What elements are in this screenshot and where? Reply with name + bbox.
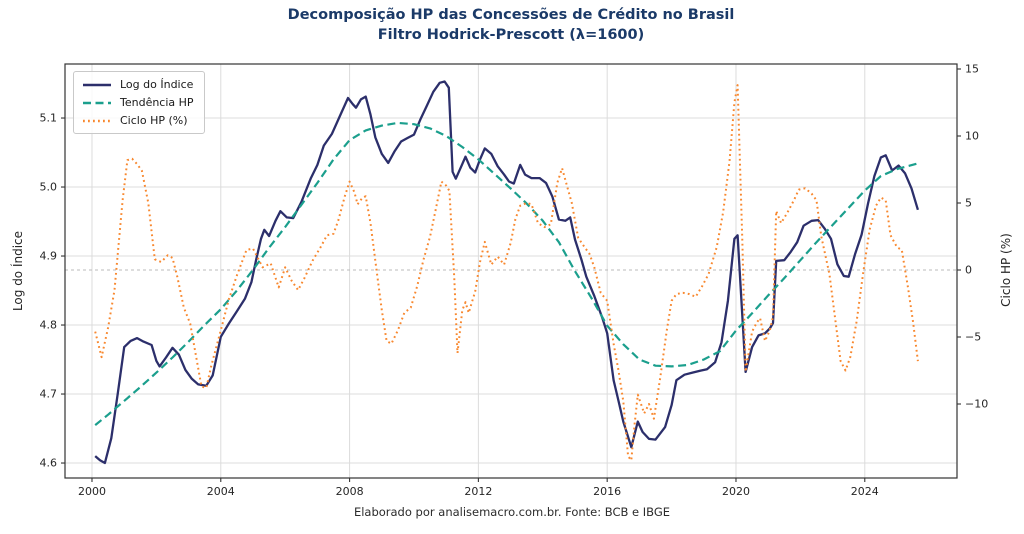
y-tick-label-right: 10 <box>965 129 979 142</box>
hp-trend-line <box>94 121 920 426</box>
y-axis-label-left: Log do Índice <box>11 230 25 312</box>
hp-cycle-line-swatch <box>83 119 111 122</box>
legend-item-hp-trend: Tendência HP <box>82 95 194 110</box>
hp-trend-line-swatch <box>83 101 111 104</box>
x-tick-label: 2004 <box>207 485 235 498</box>
y-tick-label-right: −10 <box>965 398 988 411</box>
log-index-line <box>94 80 920 465</box>
y-tick-label-left: 4.8 <box>40 319 58 332</box>
x-tick-label: 2000 <box>78 485 106 498</box>
legend-item-hp-cycle: Ciclo HP (%) <box>82 113 194 128</box>
y-tick-label-left: 4.6 <box>40 457 58 470</box>
chart-title: Decomposição HP das Concessões de Crédit… <box>0 6 1022 45</box>
y-tick-label-right: −5 <box>965 331 981 344</box>
x-tick-label: 2008 <box>336 485 364 498</box>
chart-title-line1: Decomposição HP das Concessões de Crédit… <box>287 7 735 23</box>
legend-label-hp-cycle: Ciclo HP (%) <box>120 114 188 127</box>
y-tick-label-right: 5 <box>965 197 972 210</box>
y-tick-label-left: 4.9 <box>40 250 58 263</box>
y-axis-label-right: Ciclo HP (%) <box>999 233 1013 307</box>
y-tick-label-left: 5.1 <box>40 112 58 125</box>
source-note: Elaborado por analisemacro.com.br. Fonte… <box>353 505 671 519</box>
y-tick-label-right: 15 <box>965 62 979 75</box>
x-tick-label: 2016 <box>593 485 621 498</box>
log-index-line-swatch <box>83 83 111 86</box>
y-tick-label-left: 4.7 <box>40 388 58 401</box>
y-tick-label-left: 5.0 <box>40 181 58 194</box>
plot-frame <box>64 63 958 479</box>
legend-item-log-index: Log do Índice <box>82 77 194 92</box>
legend-label-hp-trend: Tendência HP <box>120 96 194 109</box>
x-tick-label: 2020 <box>722 485 750 498</box>
x-tick-label: 2024 <box>851 485 879 498</box>
chart-title-line2: Filtro Hodrick-Prescott (λ=1600) <box>377 26 645 43</box>
legend: Log do Índice Tendência HP Ciclo HP (%) <box>73 71 205 134</box>
hp-cycle-line <box>94 84 919 462</box>
legend-label-log-index: Log do Índice <box>120 78 194 91</box>
x-tick-label: 2012 <box>464 485 492 498</box>
y-tick-label-right: 0 <box>965 264 972 277</box>
